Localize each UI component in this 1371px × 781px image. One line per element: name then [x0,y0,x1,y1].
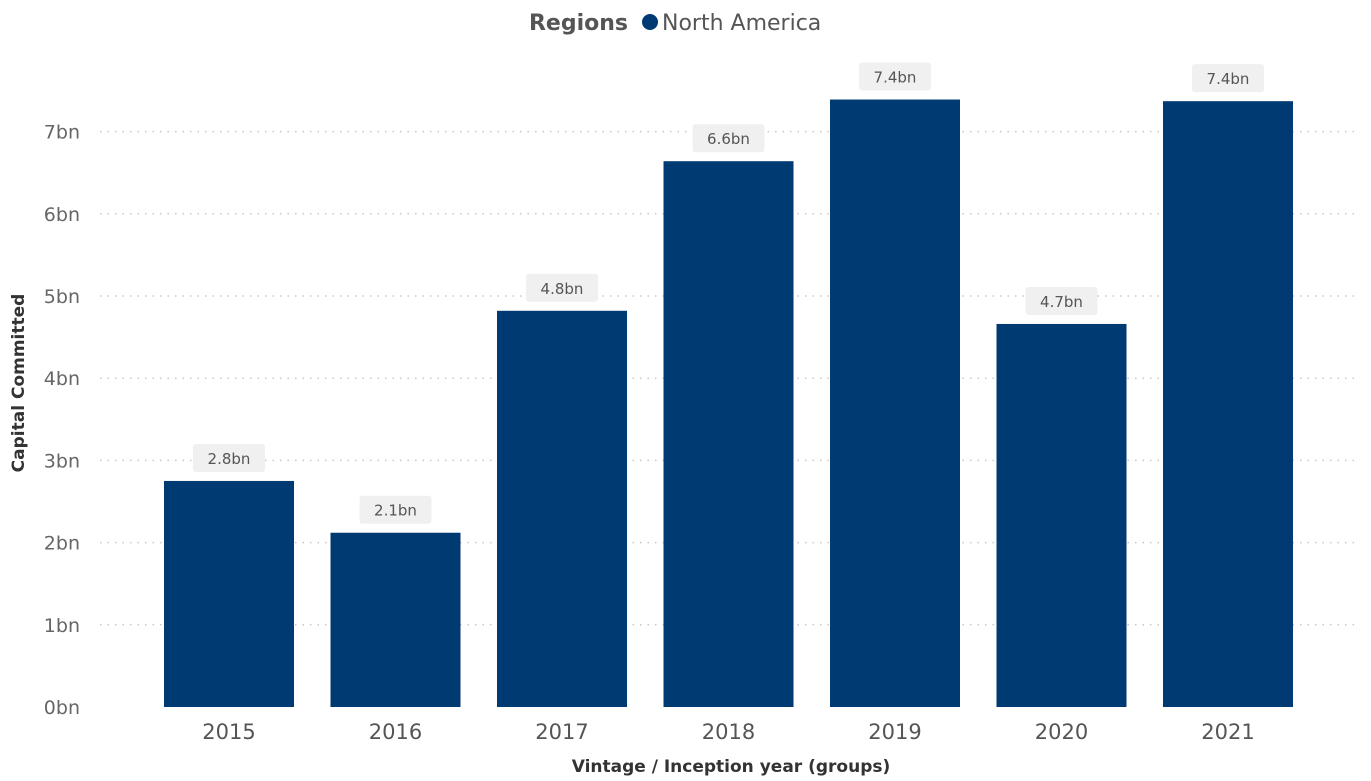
bar-2019 [830,99,960,708]
bar-2018 [663,161,794,707]
data-label-bg-2021 [1192,64,1264,93]
data-label-bg-2018 [692,124,765,153]
y-tick-label-1bn: 1bn [44,615,80,637]
bar-2020 [996,323,1127,707]
data-label-2017: 4.8bn [541,280,584,298]
x-axis-ticks: 2015 2016 2017 2018 2019 2020 2021 [202,720,1254,744]
data-label-bg-2020 [1025,286,1098,315]
y-tick-label-6bn: 6bn [44,204,80,226]
y-tick-label-7bn: 7bn [44,122,80,144]
data-label-bg-2016 [359,495,432,524]
x-tick-label-2020: 2020 [1035,720,1088,744]
data-label-2016: 2.1bn [374,502,417,520]
x-tick-label-2021: 2021 [1201,720,1254,744]
bar-2021 [1163,101,1293,708]
x-tick-label-2016: 2016 [369,720,422,744]
x-tick-label-2015: 2015 [202,720,255,744]
bars [164,99,1293,708]
data-labels: 2.8bn 2.1bn 4.8bn 6.6bn 7.4bn 4.7bn 7.4bn [193,62,1264,524]
bar-2016 [330,532,461,707]
y-axis-ticks: 0bn 1bn 2bn 3bn 4bn 5bn 6bn 7bn [44,122,80,719]
legend: Regions North America [529,11,821,36]
bar-2017 [497,310,627,707]
legend-marker-north-america [642,14,658,30]
data-label-2019: 7.4bn [874,69,917,87]
x-axis-title: Vintage / Inception year (groups) [572,757,891,777]
bar-2015 [164,480,294,707]
data-label-2021: 7.4bn [1207,70,1250,88]
data-label-bg-2017 [526,273,598,302]
data-label-bg-2019 [859,62,931,91]
legend-label-north-america: North America [662,11,821,36]
data-label-2015: 2.8bn [208,450,251,468]
x-tick-label-2019: 2019 [868,720,921,744]
y-tick-label-4bn: 4bn [44,368,80,390]
x-tick-label-2017: 2017 [535,720,588,744]
x-tick-label-2018: 2018 [702,720,755,744]
y-tick-label-0bn: 0bn [44,697,80,719]
data-label-bg-2015 [193,443,265,472]
legend-title: Regions [529,11,628,36]
data-label-2020: 4.7bn [1040,293,1083,311]
data-label-2018: 6.6bn [707,130,750,148]
y-tick-label-2bn: 2bn [44,533,80,555]
y-tick-label-5bn: 5bn [44,286,80,308]
y-tick-label-3bn: 3bn [44,450,80,472]
y-axis-title: Capital Committed [9,294,29,473]
